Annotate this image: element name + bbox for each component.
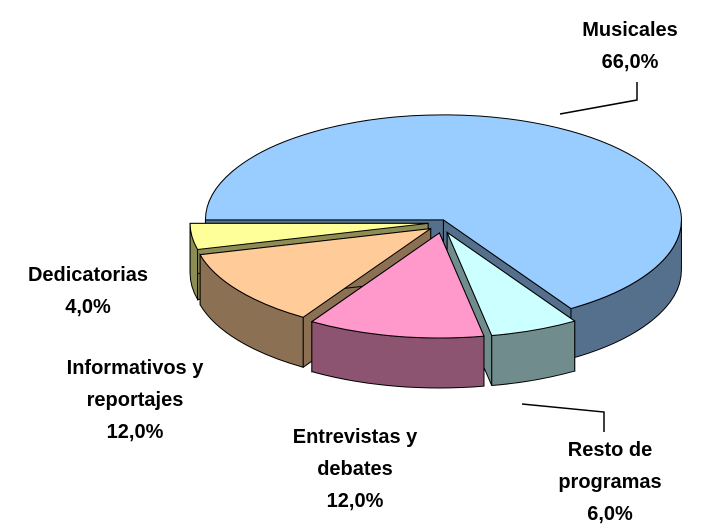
slice (204, 114, 682, 310)
category-label: Dedicatorias (27, 264, 149, 286)
slice (310, 232, 485, 339)
value-label: 12,0% (326, 490, 384, 512)
leader-line (559, 82, 638, 115)
value-label: 66,0% (601, 51, 659, 73)
slices (189, 114, 682, 389)
leader-line (521, 403, 605, 432)
category-label: Informativos y reportajes (66, 357, 204, 411)
slice (199, 228, 431, 318)
value-label: 6,0% (587, 503, 633, 525)
category-label: Resto de programas (558, 439, 662, 493)
slice (189, 222, 429, 251)
category-label: Musicales (582, 19, 678, 41)
value-label: 4,0% (65, 296, 111, 318)
slice (445, 231, 576, 337)
slice-label: Informativos y reportajes 12,0% (40, 352, 230, 448)
slice-label: Resto de programas 6,0% (548, 434, 672, 526)
slice-label: Musicales 66,0% (550, 14, 703, 78)
value-label: 12,0% (106, 421, 164, 443)
slice-label: Dedicatorias 4,0% (0, 259, 176, 323)
slice-label: Entrevistas y debates 12,0% (270, 421, 440, 517)
category-label: Entrevistas y debates (292, 426, 418, 480)
